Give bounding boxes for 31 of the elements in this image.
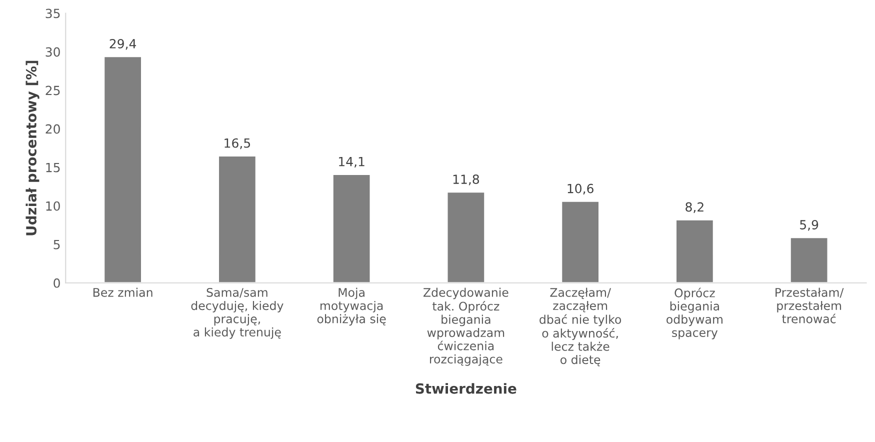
x-axis-title: Stwierdzenie <box>416 383 516 394</box>
x-tick-label: Moja motywacja obniżyła się <box>317 288 386 326</box>
data-label: 11,8 <box>453 174 479 186</box>
bar <box>675 219 714 283</box>
bar <box>103 56 142 283</box>
data-label: 29,4 <box>110 38 136 50</box>
y-tick-label: 30 <box>46 47 60 57</box>
data-label: 8,2 <box>686 202 704 214</box>
y-tick-label: 5 <box>54 240 60 250</box>
y-tick-label: 10 <box>46 201 60 211</box>
x-tick-label: Zdecydowanie tak. Oprócz biegania wprowadzam ćwiczenia rozciągające <box>423 288 508 366</box>
x-tick-label: Zaczęłam/ zacząłem dbać nie tylko o aktywność, lecz także o dietę <box>540 288 622 366</box>
data-label: 14,1 <box>339 156 364 168</box>
bar <box>332 174 372 283</box>
data-label: 5,9 <box>800 220 818 231</box>
data-label: 16,5 <box>224 138 250 150</box>
x-tick-label: Oprócz biegania odbywam spacery <box>666 288 722 340</box>
y-tick-label: 0 <box>54 278 60 288</box>
y-tick-label: 35 <box>46 8 60 18</box>
bar <box>560 200 600 283</box>
y-tick-label: 20 <box>46 124 60 134</box>
x-tick-label: Przestałam/ przestałem trenować <box>776 288 844 324</box>
x-tick-label: Sama/sam decyduję, kiedy pracuję, a kiedy trenuję <box>191 288 284 339</box>
y-tick-label: 15 <box>46 162 60 172</box>
bar <box>446 191 486 283</box>
y-tick-label: 25 <box>46 86 60 96</box>
y-axis-title: Udział procentowy [%] <box>26 60 40 236</box>
x-tick-label: Bez zmian <box>93 288 152 297</box>
data-label: 10,6 <box>568 184 594 195</box>
bar <box>218 155 257 283</box>
bar <box>789 236 829 283</box>
